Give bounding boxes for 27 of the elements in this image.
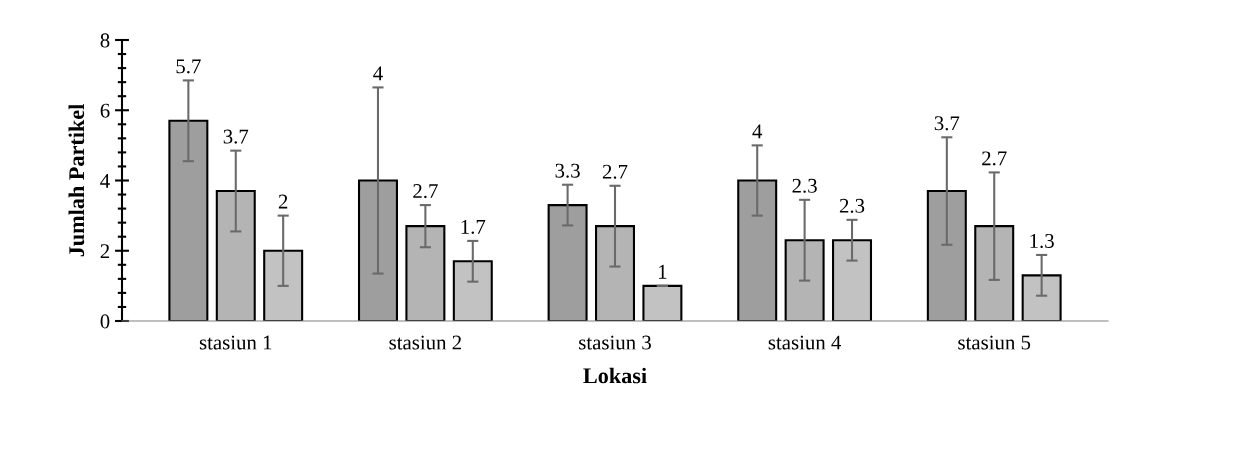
data-label: 1.3 [1030,233,1054,249]
y-tick-label: 6 [100,103,110,118]
data-label: 1 [659,264,667,279]
data-label: 2 [278,194,288,209]
x-tick-label: stasiun 2 [389,335,461,350]
y-axis-title: Jumlah Partikel [68,104,85,257]
annotation: 4 [373,66,383,81]
x-axis-title: Lokasi [583,367,647,384]
data-label: 2.3 [792,178,817,193]
data-label: 4 [752,124,763,139]
y-tick-label: 0 [100,314,110,329]
y-tick-label: 2 [100,244,110,258]
y-tick-label: 4 [100,174,110,188]
data-label: 5.7 [176,59,201,74]
data-label: 2.7 [413,184,438,199]
data-label: 3.7 [934,116,960,131]
data-label: 2.7 [602,164,628,179]
data-label: 2.7 [982,151,1007,166]
data-label: 3.7 [223,129,249,144]
data-label: 1.7 [461,219,486,234]
data-label: 3.3 [555,163,580,178]
x-tick-label: stasiun 3 [579,335,651,350]
y-tick-label: 8 [100,33,110,48]
x-tick-label: stasiun 4 [768,335,842,350]
data-label: 2.3 [839,198,865,213]
x-tick-label: stasiun 5 [958,335,1031,350]
x-tick-label: stasiun 1 [199,335,272,350]
